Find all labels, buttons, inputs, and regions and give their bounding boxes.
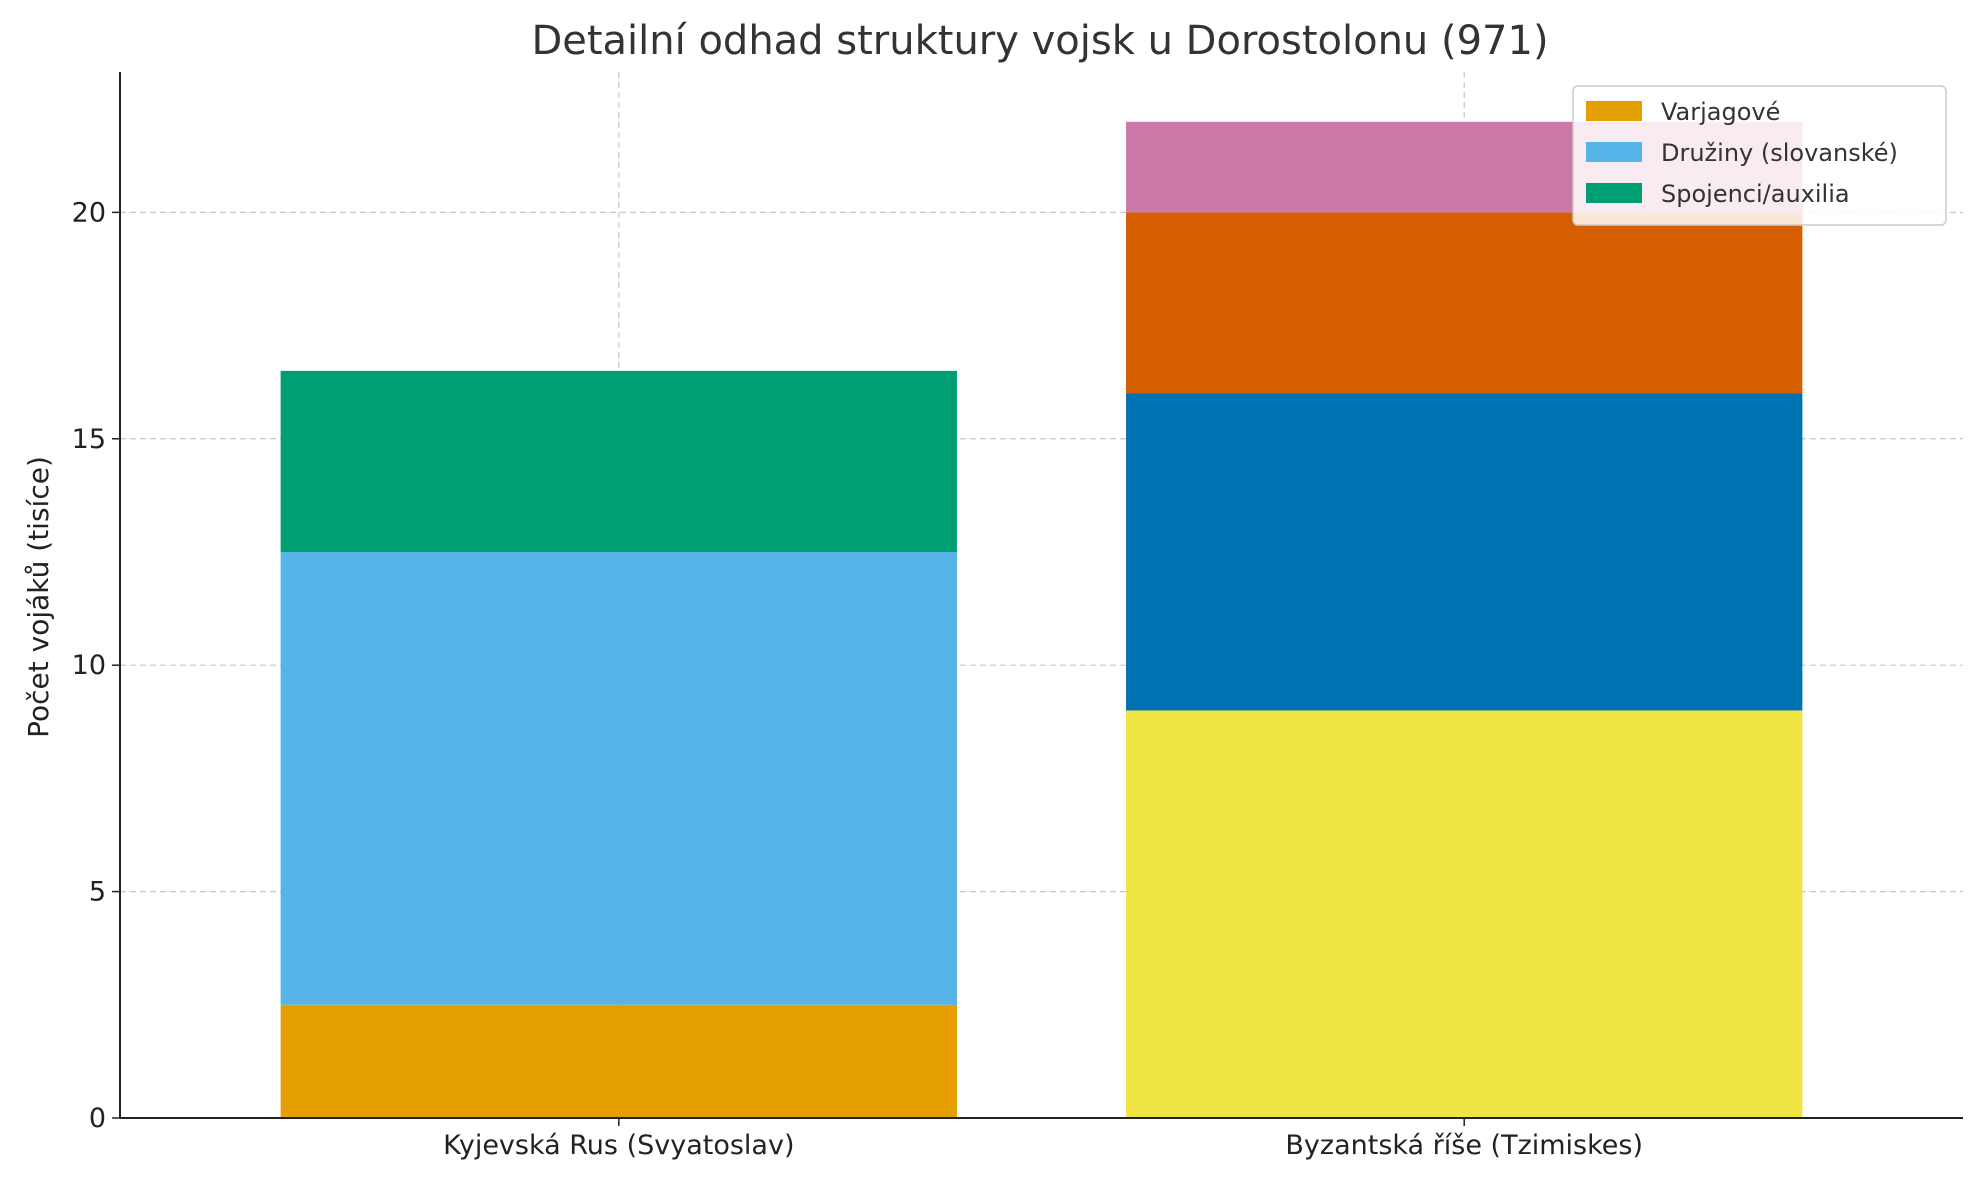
chart-title: Detailní odhad struktury vojsk u Dorosto… bbox=[531, 18, 1548, 64]
legend-label: Varjagové bbox=[1661, 98, 1780, 126]
bars bbox=[280, 121, 1803, 1118]
legend: Varjagové Družiny (slovanské) Spojenci/aux… bbox=[1572, 85, 1947, 226]
y-axis-label: Počet vojáků (tisíce) bbox=[22, 456, 55, 738]
y-tick-label: 5 bbox=[89, 877, 106, 908]
axes bbox=[119, 72, 1963, 1119]
bar-segment bbox=[280, 551, 957, 1005]
y-tick-label: 15 bbox=[72, 424, 106, 455]
legend-box bbox=[1572, 85, 1947, 226]
legend-label: Spojenci/auxilia bbox=[1661, 180, 1850, 208]
bar-segment bbox=[1126, 710, 1803, 1118]
x-ticks: Kyjevská Rus (Svyatoslav) Byzantská říše … bbox=[443, 1118, 1643, 1161]
legend-swatch bbox=[1586, 183, 1642, 203]
legend-swatch bbox=[1586, 142, 1642, 162]
y-tick-label: 10 bbox=[72, 650, 106, 681]
x-tick-label: Byzantská říše (Tzimiskes) bbox=[1285, 1130, 1643, 1161]
y-tick-label: 0 bbox=[89, 1103, 106, 1134]
legend-swatch bbox=[1586, 101, 1642, 121]
y-tick-label: 20 bbox=[72, 197, 106, 228]
bar-segment bbox=[1126, 393, 1803, 711]
y-ticks: 0 5 10 15 20 bbox=[72, 197, 120, 1134]
bar-segment bbox=[1126, 212, 1803, 394]
bar-segment bbox=[280, 370, 957, 552]
legend-label: Družiny (slovanské) bbox=[1661, 139, 1898, 167]
x-tick-label: Kyjevská Rus (Svyatoslav) bbox=[443, 1130, 794, 1161]
bar-segment bbox=[280, 1004, 957, 1118]
